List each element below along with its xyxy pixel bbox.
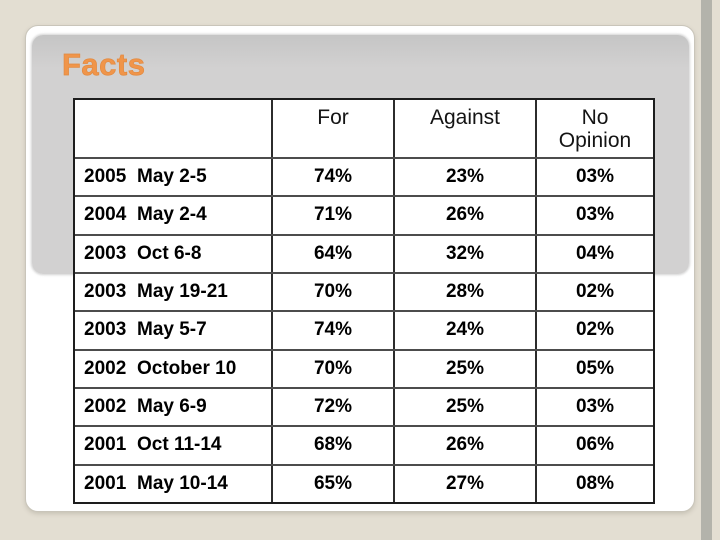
no-opinion-value-cell: 05% bbox=[575, 357, 615, 379]
poll-dates: May 19-21 bbox=[137, 281, 228, 303]
poll-year: 2003 bbox=[84, 319, 127, 341]
table-row: 2002 October 10 70% 25% 05% bbox=[75, 348, 653, 387]
table-row: 2004 May 2-4 71% 26% 03% bbox=[75, 195, 653, 234]
table-row: 2003 May 19-21 70% 28% 02% bbox=[75, 271, 653, 311]
no-opinion-value-cell: 03% bbox=[575, 204, 615, 226]
against-value-cell: 25% bbox=[395, 388, 537, 426]
no-opinion-value-cell: 04% bbox=[575, 242, 615, 264]
for-value-cell: 64% bbox=[273, 235, 395, 272]
poll-date-cell: 2003 Oct 6-8 bbox=[75, 235, 273, 272]
poll-year: 2002 bbox=[84, 396, 127, 418]
poll-dates: October 10 bbox=[137, 357, 237, 379]
against-value-cell: 32% bbox=[395, 235, 537, 272]
header-cell-no-opinion: No Opinion bbox=[558, 106, 632, 152]
no-opinion-value-cell: 06% bbox=[575, 434, 615, 456]
poll-date-cell: 2003 May 19-21 bbox=[75, 273, 273, 311]
poll-dates: Oct 11-14 bbox=[137, 434, 222, 456]
for-value-cell: 74% bbox=[273, 159, 395, 196]
against-value-cell: 26% bbox=[395, 197, 537, 234]
against-value-cell: 26% bbox=[395, 427, 537, 464]
poll-date-cell: 2004 May 2-4 bbox=[75, 197, 273, 234]
poll-year: 2001 bbox=[84, 472, 127, 494]
for-value-cell: 70% bbox=[273, 350, 395, 387]
table-row: 2001 May 10-14 65% 27% 08% bbox=[75, 463, 653, 502]
poll-year: 2003 bbox=[84, 242, 127, 264]
table-row: 2002 May 6-9 72% 25% 03% bbox=[75, 386, 653, 426]
poll-year: 2005 bbox=[84, 166, 127, 188]
poll-date-cell: 2005 May 2-5 bbox=[75, 159, 273, 196]
poll-year: 2002 bbox=[84, 357, 127, 379]
for-value-cell: 68% bbox=[273, 427, 395, 464]
right-edge-strip bbox=[701, 0, 712, 540]
against-value-cell: 23% bbox=[395, 159, 537, 196]
table-row: 2001 Oct 11-14 68% 26% 06% bbox=[75, 425, 653, 464]
poll-date-cell: 2001 Oct 11-14 bbox=[75, 427, 273, 464]
poll-date-cell: 2002 May 6-9 bbox=[75, 388, 273, 426]
poll-results-table: For Against No Opinion 2005 May 2-5 74% … bbox=[73, 98, 655, 504]
table-row: 2003 Oct 6-8 64% 32% 04% bbox=[75, 233, 653, 272]
for-value-cell: 71% bbox=[273, 197, 395, 234]
poll-dates: May 5-7 bbox=[137, 319, 207, 341]
poll-year: 2003 bbox=[84, 281, 127, 303]
poll-dates: May 10-14 bbox=[137, 472, 228, 494]
poll-year: 2001 bbox=[84, 434, 127, 456]
no-opinion-value-cell: 03% bbox=[575, 396, 615, 418]
poll-date-cell: 2001 May 10-14 bbox=[75, 465, 273, 502]
poll-dates: May 2-4 bbox=[137, 204, 207, 226]
for-value-cell: 65% bbox=[273, 465, 395, 502]
poll-dates: May 2-5 bbox=[137, 166, 207, 188]
for-value-cell: 74% bbox=[273, 312, 395, 349]
poll-date-cell: 2003 May 5-7 bbox=[75, 312, 273, 349]
table-row: 2005 May 2-5 74% 23% 03% bbox=[75, 157, 653, 196]
table-row: 2003 May 5-7 74% 24% 02% bbox=[75, 310, 653, 349]
no-opinion-value-cell: 02% bbox=[575, 281, 615, 303]
header-cell-empty bbox=[75, 100, 273, 157]
against-value-cell: 24% bbox=[395, 312, 537, 349]
poll-date-cell: 2002 October 10 bbox=[75, 350, 273, 387]
slide-title: Facts bbox=[62, 47, 146, 82]
no-opinion-value-cell: 02% bbox=[575, 319, 615, 341]
no-opinion-value-cell: 08% bbox=[575, 472, 615, 494]
for-value-cell: 70% bbox=[273, 273, 395, 311]
poll-year: 2004 bbox=[84, 204, 127, 226]
poll-dates: May 6-9 bbox=[137, 396, 207, 418]
table-header-row: For Against No Opinion bbox=[75, 100, 653, 157]
header-cell-against: Against bbox=[395, 100, 537, 157]
against-value-cell: 27% bbox=[395, 465, 537, 502]
against-value-cell: 28% bbox=[395, 273, 537, 311]
header-cell-for: For bbox=[273, 100, 395, 157]
for-value-cell: 72% bbox=[273, 388, 395, 426]
poll-dates: Oct 6-8 bbox=[137, 242, 202, 264]
no-opinion-value-cell: 03% bbox=[575, 166, 615, 188]
against-value-cell: 25% bbox=[395, 350, 537, 387]
